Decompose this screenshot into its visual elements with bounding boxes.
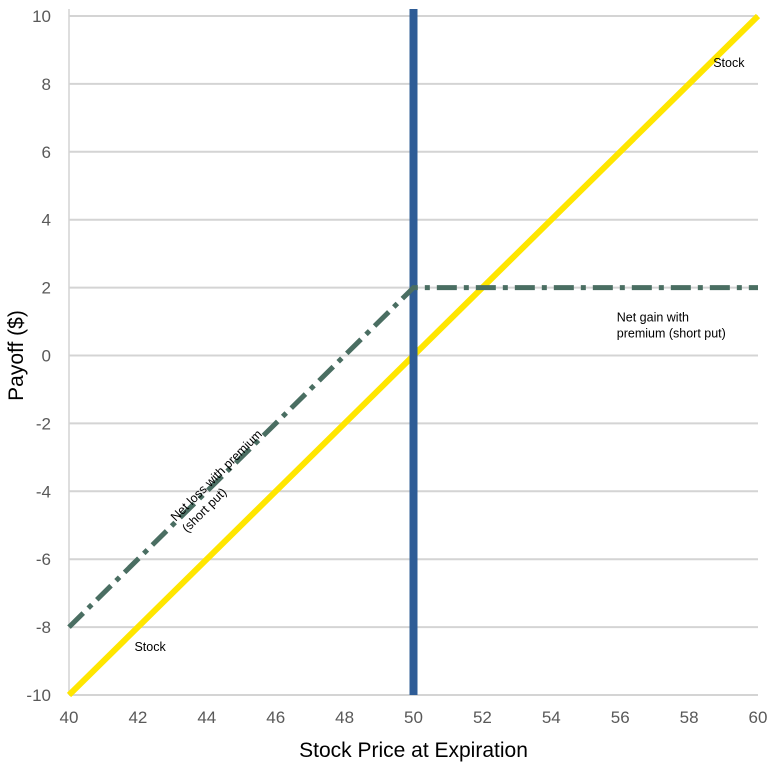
annotation-line: Net gain with: [617, 311, 689, 325]
y-tick-label: 8: [42, 75, 51, 94]
annotation-label: Net loss with premium(short put): [168, 427, 276, 535]
x-axis-title: Stock Price at Expiration: [299, 739, 528, 762]
x-tick-label: 56: [611, 708, 630, 727]
x-tick-label: 42: [128, 708, 147, 727]
y-tick-labels: -10 -8 -6 -4 -2 0 2 4 6 8 10: [26, 7, 51, 705]
x-tick-labels: 40 42 44 46 48 50 52 54 56 58 60: [60, 708, 768, 727]
short-put-net-payoff-line: [67, 285, 758, 629]
annotation-label: Stock: [713, 56, 745, 70]
y-tick-label: -10: [26, 686, 51, 705]
y-axis-title: Payoff ($): [5, 310, 28, 401]
y-tick-label: 10: [32, 7, 51, 26]
y-tick-label: -2: [36, 414, 51, 433]
annotation-line: premium (short put): [617, 327, 726, 341]
y-tick-label: -6: [36, 550, 51, 569]
x-tick-label: 48: [335, 708, 354, 727]
y-tick-label: 6: [42, 143, 51, 162]
annotation-line: Net loss with premium: [168, 427, 265, 524]
annotation-label: Stock: [134, 640, 166, 654]
x-tick-label: 46: [266, 708, 285, 727]
y-tick-label: -8: [36, 618, 51, 637]
x-tick-label: 40: [60, 708, 79, 727]
x-tick-label: 60: [749, 708, 768, 727]
x-tick-label: 50: [404, 708, 423, 727]
y-tick-label: 2: [42, 279, 51, 298]
annotation-line: Stock: [713, 56, 745, 70]
y-tick-label: 0: [42, 347, 51, 366]
x-tick-label: 44: [197, 708, 216, 727]
annotation-line: Stock: [134, 640, 166, 654]
y-tick-label: -4: [36, 482, 51, 501]
annotation-label: Net gain with premium (short put): [617, 311, 726, 341]
x-tick-label: 54: [542, 708, 561, 727]
x-tick-label: 58: [680, 708, 699, 727]
x-tick-label: 52: [473, 708, 492, 727]
series-layer: [66, 9, 761, 698]
y-tick-label: 4: [42, 211, 51, 230]
